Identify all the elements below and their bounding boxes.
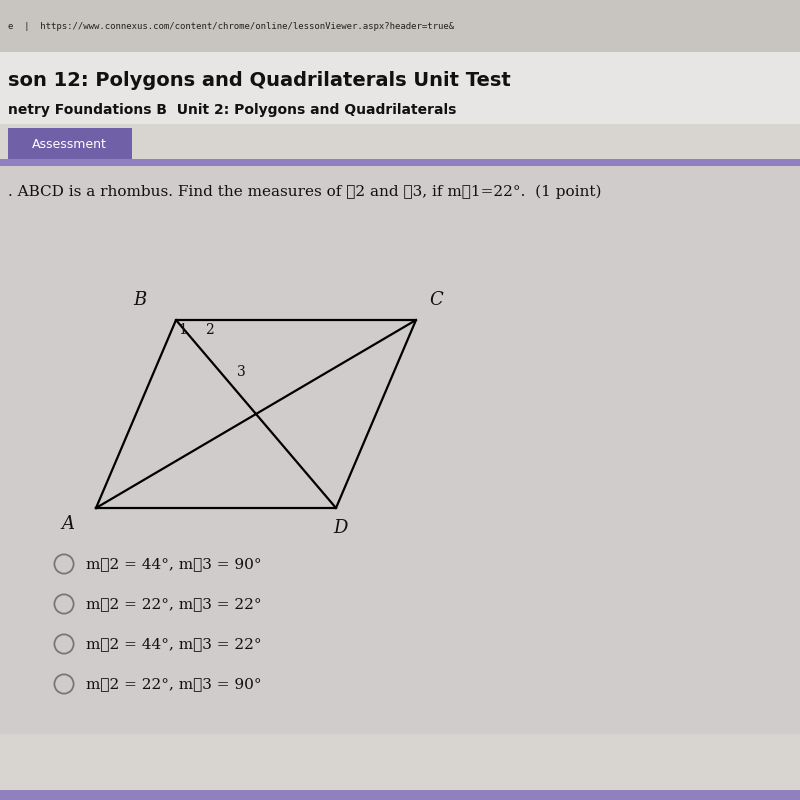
Text: son 12: Polygons and Quadrilaterals Unit Test: son 12: Polygons and Quadrilaterals Unit… xyxy=(8,70,510,90)
Text: 3: 3 xyxy=(238,365,246,379)
Text: e  |  https://www.connexus.com/content/chrome/online/lessonViewer.aspx?header=tr: e | https://www.connexus.com/content/chr… xyxy=(8,22,454,31)
FancyBboxPatch shape xyxy=(0,166,800,736)
Text: . ABCD is a rhombus. Find the measures of ∢2 and ∢3, if m∢1=22°.  (1 point): . ABCD is a rhombus. Find the measures o… xyxy=(8,185,602,199)
FancyBboxPatch shape xyxy=(0,790,800,800)
FancyBboxPatch shape xyxy=(0,0,800,52)
FancyBboxPatch shape xyxy=(0,52,800,124)
FancyBboxPatch shape xyxy=(8,128,132,160)
Text: netry Foundations B  Unit 2: Polygons and Quadrilaterals: netry Foundations B Unit 2: Polygons and… xyxy=(8,103,456,118)
Text: A: A xyxy=(62,515,74,533)
Text: 1: 1 xyxy=(178,322,187,337)
FancyBboxPatch shape xyxy=(0,734,800,800)
Text: Assessment: Assessment xyxy=(32,138,107,150)
Text: B: B xyxy=(134,291,146,309)
Text: m∢2 = 22°, m∢3 = 22°: m∢2 = 22°, m∢3 = 22° xyxy=(86,597,262,611)
Text: m∢2 = 44°, m∢3 = 22°: m∢2 = 44°, m∢3 = 22° xyxy=(86,637,262,651)
Text: D: D xyxy=(333,519,347,537)
FancyBboxPatch shape xyxy=(0,159,800,166)
Text: C: C xyxy=(429,291,443,309)
Text: 2: 2 xyxy=(206,322,214,337)
Text: m∢2 = 22°, m∢3 = 90°: m∢2 = 22°, m∢3 = 90° xyxy=(86,677,262,691)
Text: m∢2 = 44°, m∢3 = 90°: m∢2 = 44°, m∢3 = 90° xyxy=(86,557,262,571)
